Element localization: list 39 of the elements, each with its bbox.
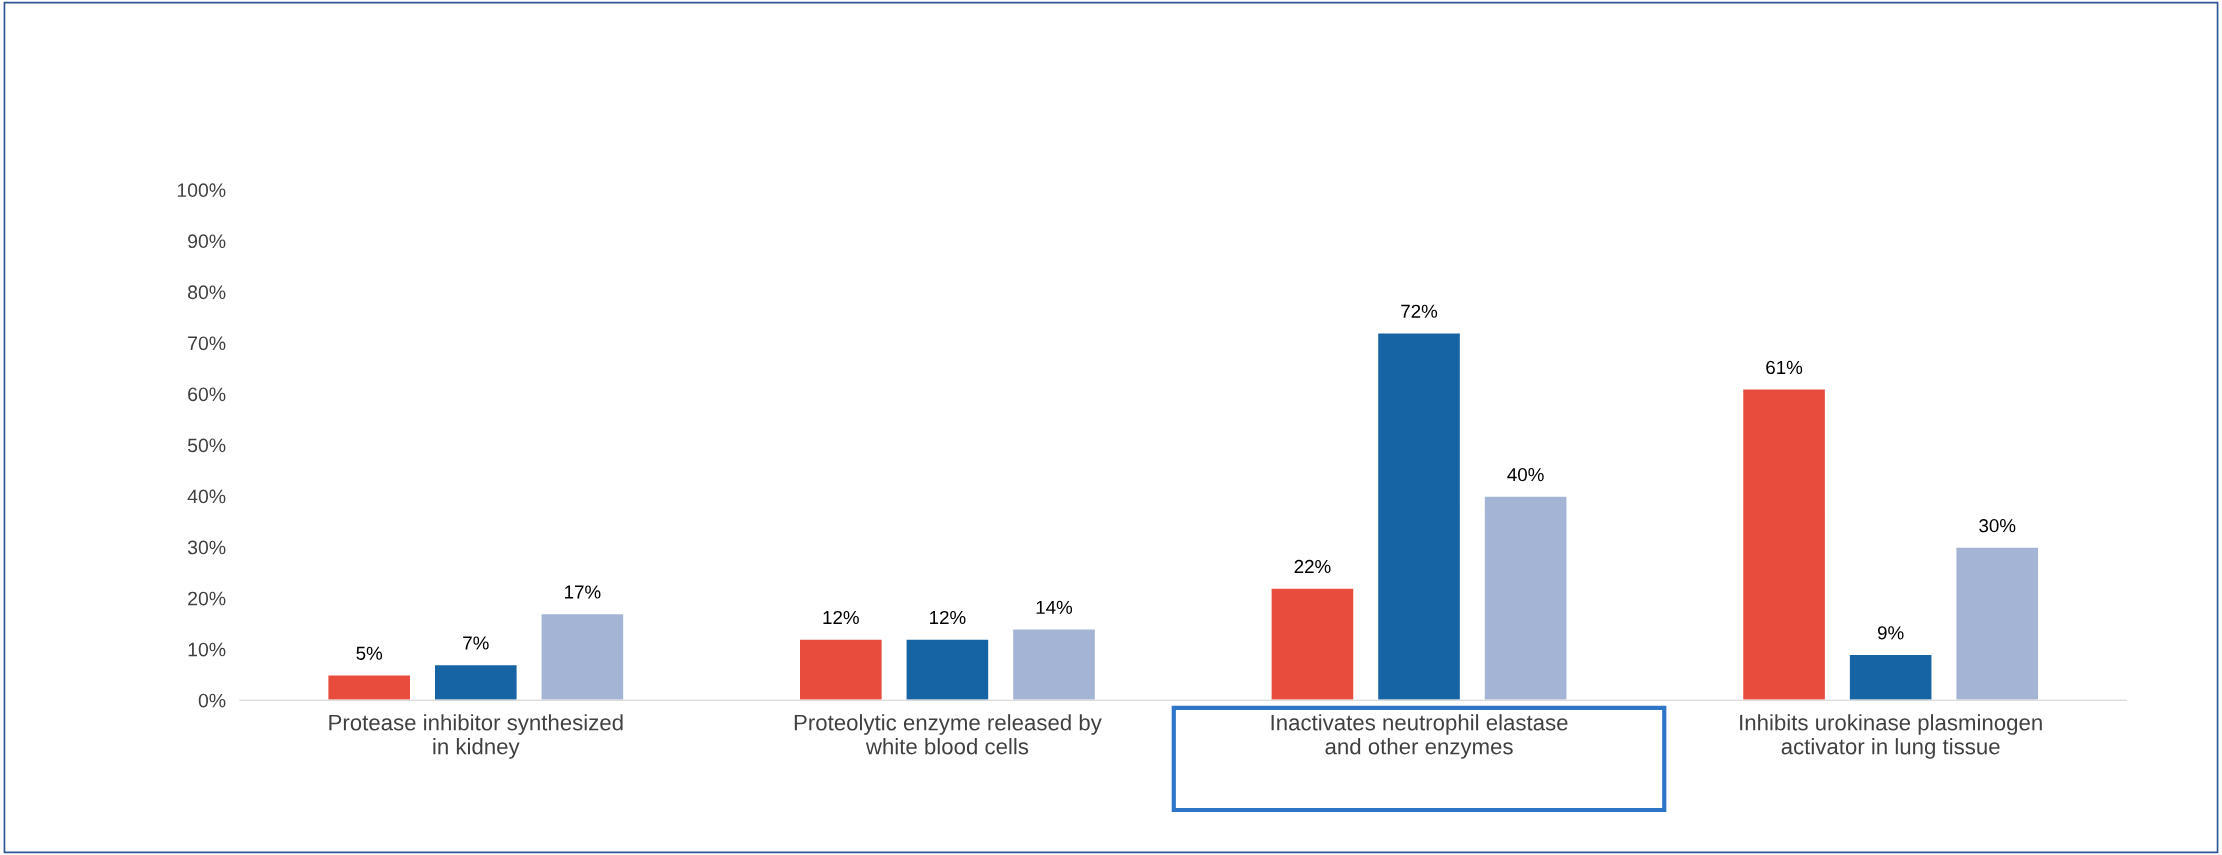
data-label: 9%: [1877, 626, 1904, 640]
data-label: 12%: [930, 610, 966, 625]
y-tick-label: 20%: [188, 591, 226, 606]
bar: [1741, 388, 1827, 701]
bar: [1955, 546, 2040, 701]
bar: [1483, 495, 1568, 701]
bar: [433, 663, 518, 701]
bar: [905, 638, 990, 701]
y-tick-label: 80%: [188, 285, 226, 300]
y-tick-label: 40%: [187, 489, 226, 504]
data-label: 72%: [1401, 304, 1438, 318]
y-tick-label: 50%: [187, 438, 226, 453]
bar: [327, 674, 412, 701]
x-tick-label: Protease inhibitor synthesized in kidney: [329, 714, 623, 759]
x-tick-label: Proteolytic enzyme released by white blood cells: [794, 714, 1102, 755]
data-label: 12%: [823, 610, 859, 625]
x-tick-label: Inhibits urokinase plasminogen activator in lung tissue: [1740, 714, 2042, 759]
x-tick-label: Inactivates neutrophil elastase and other enzymes: [1271, 714, 1568, 759]
y-tick-label: 70%: [188, 336, 226, 351]
bar: [1270, 587, 1355, 701]
bar: [1848, 653, 1933, 701]
y-tick-label: 10%: [188, 642, 226, 657]
data-label: 61%: [1766, 360, 1803, 375]
y-tick-label: 90%: [188, 234, 226, 249]
y-tick-label: 60%: [188, 387, 226, 402]
data-label: 22%: [1294, 559, 1331, 574]
y-tick-label: 30%: [187, 540, 226, 555]
bar: [540, 612, 625, 701]
data-label: 30%: [1979, 519, 2016, 533]
data-label: 40%: [1507, 467, 1544, 482]
bar: [1011, 628, 1097, 701]
bar: [798, 638, 884, 701]
data-label: 14%: [1036, 600, 1073, 614]
data-label: 17%: [565, 585, 601, 599]
data-label: 5%: [356, 646, 383, 660]
y-tick-label: 0%: [198, 693, 226, 708]
y-tick-label: 100%: [177, 183, 226, 198]
data-label: 7%: [463, 636, 489, 650]
bar: [1376, 332, 1462, 701]
